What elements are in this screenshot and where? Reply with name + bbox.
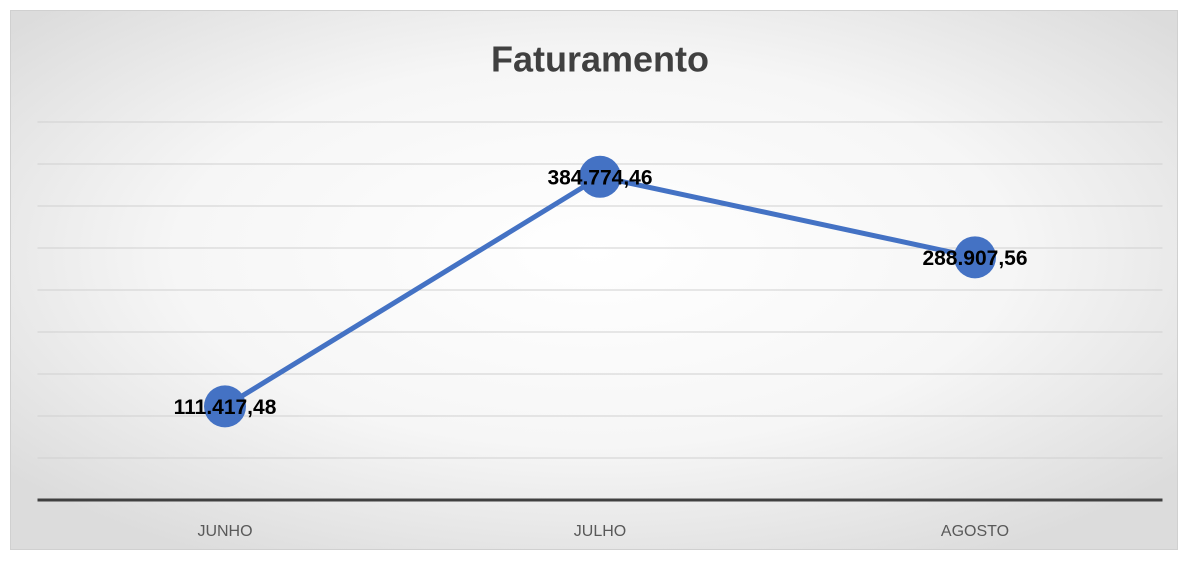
chart-title: Faturamento — [491, 39, 709, 80]
data-label: 288.907,56 — [922, 247, 1027, 270]
x-tick-label: JULHO — [574, 523, 626, 540]
x-tick-label: AGOSTO — [941, 523, 1009, 540]
data-label: 384.774,46 — [547, 166, 652, 189]
data-label: 111.417,48 — [174, 396, 277, 419]
marker — [579, 155, 621, 198]
x-tick-label: JUNHO — [197, 523, 252, 540]
marker — [204, 385, 246, 428]
marker — [954, 236, 996, 279]
chart-area — [10, 10, 1178, 550]
